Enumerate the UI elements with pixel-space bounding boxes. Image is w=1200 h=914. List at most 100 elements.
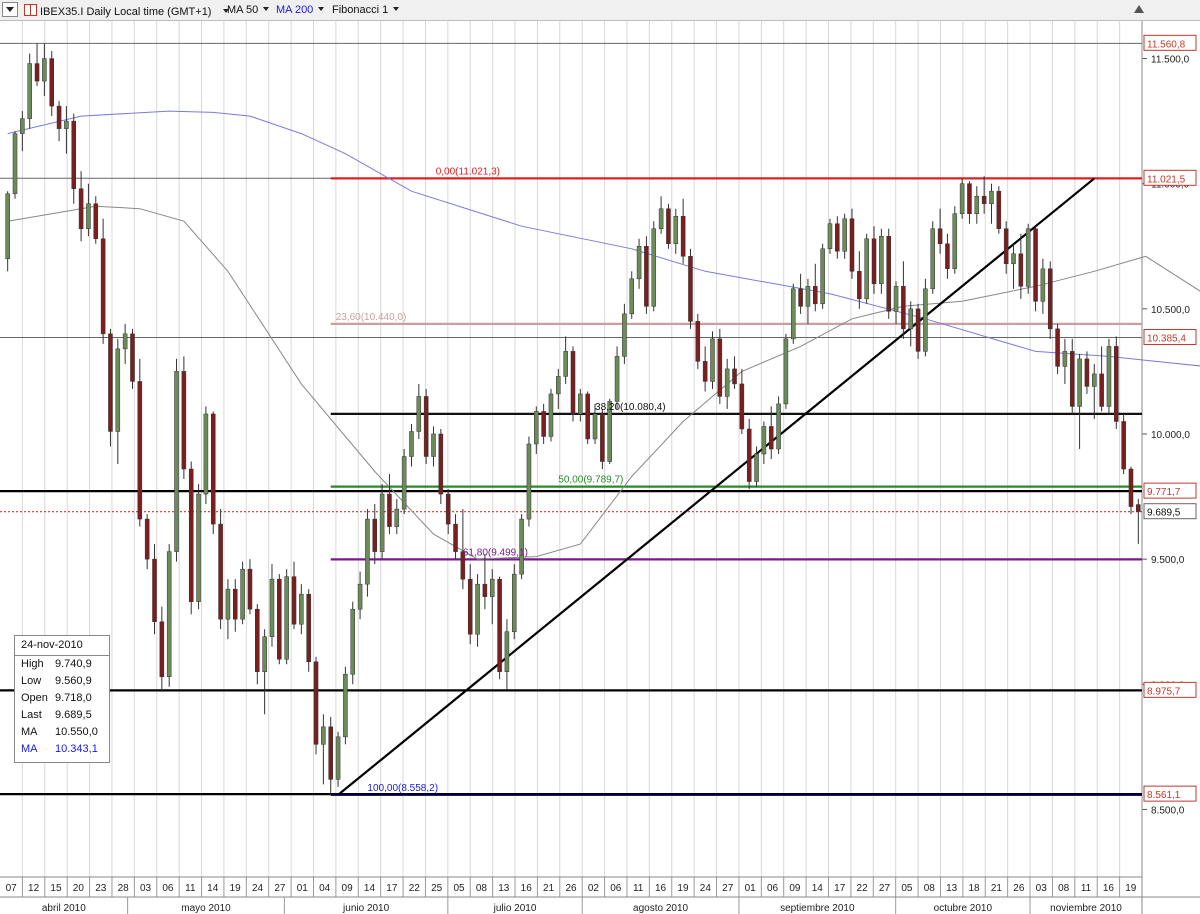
x-tick-label: 19 xyxy=(230,883,242,894)
candle xyxy=(688,248,693,329)
candle-body xyxy=(181,371,187,470)
trend-line xyxy=(337,177,1095,796)
x-tick-label: 16 xyxy=(655,883,667,894)
candle xyxy=(20,111,25,152)
candle-body xyxy=(467,578,473,635)
candle xyxy=(343,666,348,745)
x-tick-label: 16 xyxy=(1103,883,1115,894)
menu-dropdown-button[interactable] xyxy=(2,2,18,17)
candle-body xyxy=(952,213,958,270)
candle xyxy=(453,514,458,560)
candle xyxy=(1077,353,1082,449)
candle xyxy=(578,388,583,422)
candle xyxy=(835,216,840,259)
candle xyxy=(636,238,642,289)
x-tick-label: 12 xyxy=(28,883,40,894)
y-tick-label: 10.000,0 xyxy=(1151,430,1190,441)
candle-body xyxy=(42,58,47,82)
candle-body xyxy=(768,426,774,450)
candle xyxy=(1047,261,1053,339)
candle xyxy=(401,449,407,515)
candle xyxy=(1003,221,1009,274)
candle xyxy=(1040,258,1046,314)
candle xyxy=(739,368,745,434)
candle-body xyxy=(989,190,994,204)
candle xyxy=(78,171,84,242)
candle-body xyxy=(893,286,899,312)
candle xyxy=(1069,338,1075,414)
candle-body xyxy=(695,321,701,362)
candle xyxy=(49,51,54,117)
symbol-selector[interactable]: IBEX35.I Daily Local time (GMT+1) xyxy=(24,4,230,18)
candle-body xyxy=(614,356,620,402)
candle xyxy=(607,398,612,465)
candle-body xyxy=(343,674,348,738)
candle xyxy=(629,271,635,319)
candle xyxy=(827,218,833,254)
candle xyxy=(328,716,333,795)
candle-body xyxy=(805,286,811,307)
candle xyxy=(534,406,539,455)
candle-body xyxy=(908,308,913,330)
candle-body xyxy=(915,308,921,352)
fibonacci-label: Fibonacci 1 xyxy=(332,4,389,16)
fibonacci-indicator[interactable]: Fibonacci 1 xyxy=(332,4,400,16)
candle-body xyxy=(658,208,664,229)
ma200-indicator[interactable]: MA 200 xyxy=(276,4,325,16)
candle-body xyxy=(1092,373,1097,387)
candle xyxy=(937,208,943,254)
candle-body xyxy=(100,238,106,335)
month-label: junio 2010 xyxy=(342,903,390,914)
ohlc-infobox: 24-nov-2010 High 9.740,9 Low 9.560,9 Open 9… xyxy=(14,635,110,763)
candle-body xyxy=(651,228,657,307)
candle xyxy=(820,243,825,309)
price-marker-box xyxy=(1143,34,1197,51)
fibonacci-label: 100,00(8.558,2) xyxy=(367,783,438,794)
candle-body xyxy=(1128,468,1134,507)
candle xyxy=(115,338,121,465)
candle-body xyxy=(196,493,201,602)
x-tick-label: 20 xyxy=(73,883,85,894)
infobox-row-low: Low 9.560,9 xyxy=(21,675,92,687)
candle xyxy=(673,208,679,254)
candle-body xyxy=(277,578,282,660)
infobox-row-ma50: MA 10.550,0 xyxy=(21,726,98,738)
candle xyxy=(857,251,862,309)
candle-body xyxy=(673,215,679,245)
candle xyxy=(122,323,128,364)
candle xyxy=(1121,413,1126,475)
candle-body xyxy=(247,568,253,610)
candle-body xyxy=(188,468,194,602)
candle xyxy=(901,261,906,339)
candle xyxy=(504,619,510,690)
candle-body xyxy=(820,248,825,305)
candle xyxy=(108,328,113,447)
candle-body xyxy=(115,348,121,432)
price-marker-box xyxy=(1143,169,1197,186)
candle xyxy=(255,604,260,685)
candle-body xyxy=(886,236,891,312)
month-label: julio 2010 xyxy=(493,903,537,914)
fibonacci-label: 38,20(10.080,4) xyxy=(595,402,666,413)
x-tick-label: 14 xyxy=(364,883,376,894)
candle xyxy=(1033,226,1038,312)
candle-body xyxy=(34,63,40,82)
x-tick-label: 28 xyxy=(118,883,130,894)
candle-body xyxy=(152,558,157,622)
candle-body xyxy=(600,413,605,462)
ma50-indicator[interactable]: MA 50 xyxy=(227,4,270,16)
x-tick-label: 15 xyxy=(50,883,62,894)
fibonacci-label: 50,00(9.789,7) xyxy=(558,475,623,486)
scroll-up-icon[interactable] xyxy=(1134,5,1144,13)
candle-body xyxy=(1025,228,1031,287)
candle xyxy=(218,509,223,630)
candle-body xyxy=(497,578,502,673)
candle xyxy=(416,383,422,439)
chevron-down-icon xyxy=(393,7,400,11)
x-tick-label: 21 xyxy=(543,883,555,894)
x-tick-label: 11 xyxy=(185,883,196,894)
candle xyxy=(387,474,392,535)
candle-body xyxy=(813,286,818,305)
candle xyxy=(93,196,99,244)
candle-body xyxy=(592,413,598,440)
